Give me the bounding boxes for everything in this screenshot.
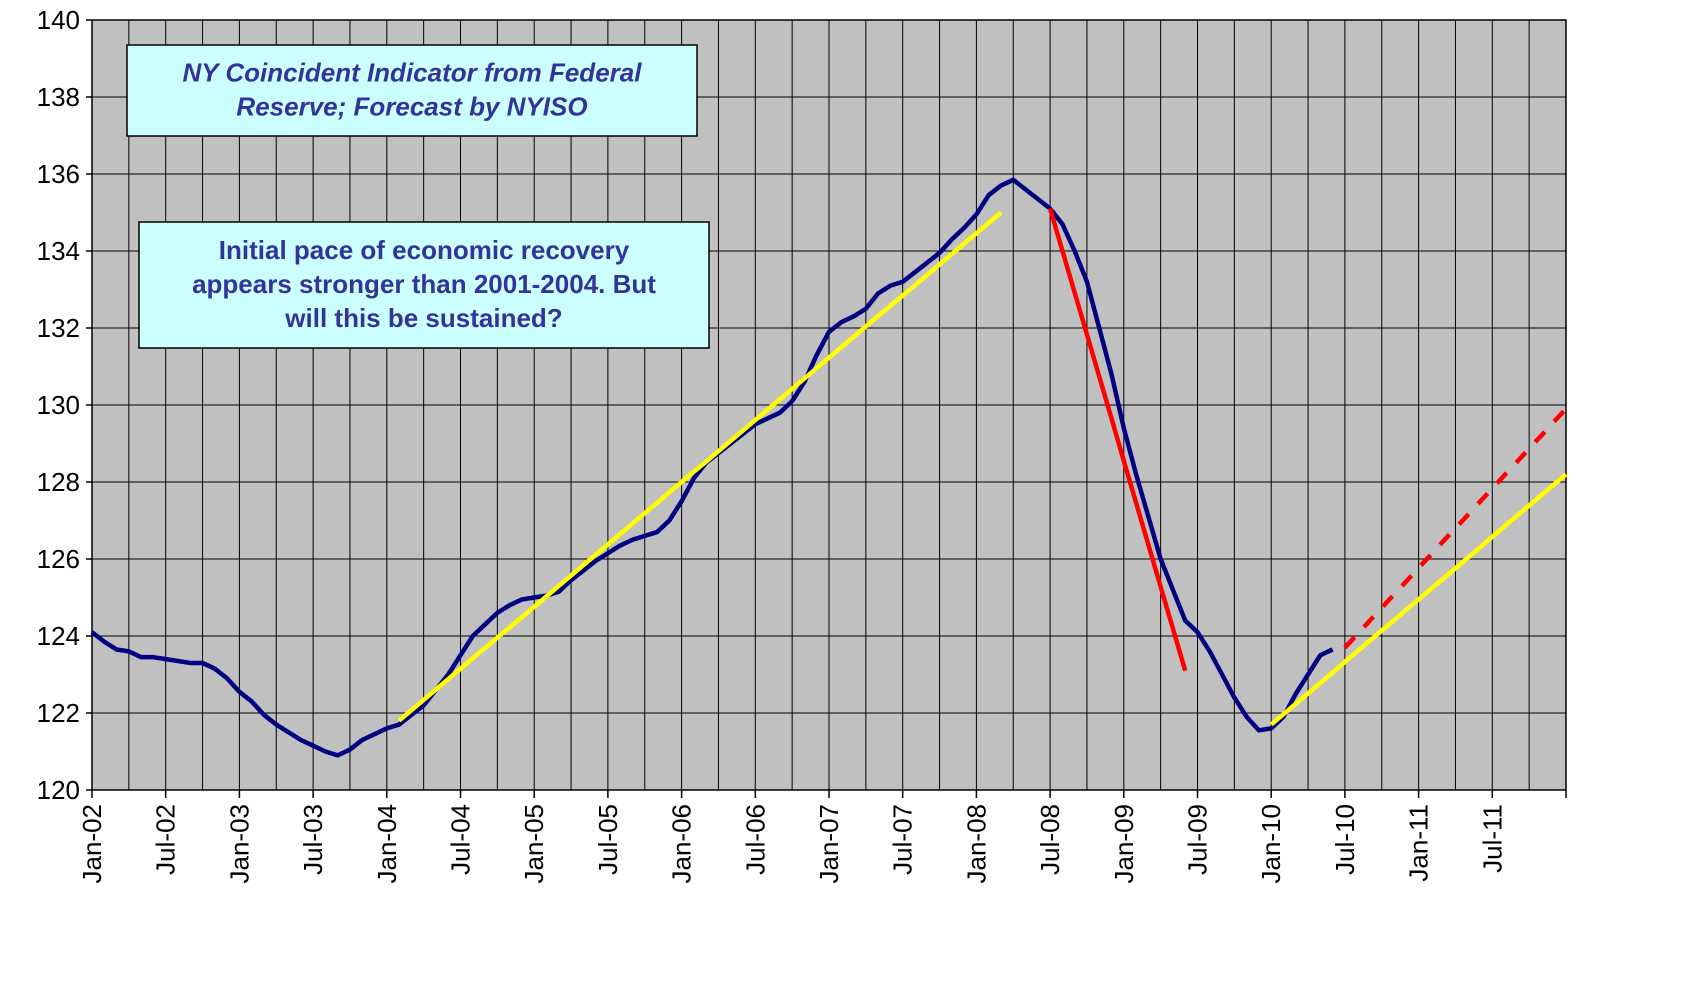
x-tick-label: Jan-06 — [667, 804, 697, 884]
x-tick-label: Jan-03 — [224, 804, 254, 884]
x-tick-label: Jul-11 — [1477, 804, 1507, 873]
annotation-text: will this be sustained? — [284, 303, 562, 333]
x-tick-label: Jan-04 — [372, 804, 402, 884]
y-tick-label: 134 — [37, 236, 80, 266]
annotation-text: NY Coincident Indicator from Federal — [183, 58, 643, 88]
y-tick-label: 130 — [37, 390, 80, 420]
y-tick-label: 124 — [37, 621, 80, 651]
y-tick-label: 122 — [37, 698, 80, 728]
x-tick-label: Jan-05 — [519, 804, 549, 884]
x-tick-label: Jan-07 — [814, 804, 844, 884]
annotation-text: Initial pace of economic recovery — [219, 235, 630, 265]
series-line — [1047, 208, 1188, 672]
y-tick-label: 132 — [37, 313, 80, 343]
plot-border — [91, 19, 1567, 791]
annotation-box — [138, 221, 710, 349]
x-tick-label: Jan-10 — [1256, 804, 1286, 884]
series-line — [397, 210, 1003, 723]
x-tick-label: Jul-02 — [151, 804, 181, 875]
y-tick-label: 140 — [37, 5, 80, 35]
series-line — [1269, 472, 1568, 727]
x-tick-label: Jul-03 — [298, 804, 328, 875]
y-tick-label: 136 — [37, 159, 80, 189]
x-tick-label: Jan-08 — [961, 804, 991, 884]
x-tick-label: Jul-08 — [1035, 804, 1065, 875]
x-tick-label: Jul-09 — [1183, 804, 1213, 875]
x-tick-label: Jul-04 — [446, 804, 476, 875]
y-tick-label: 128 — [37, 467, 80, 497]
y-tick-label: 120 — [37, 775, 80, 805]
x-tick-label: Jul-06 — [740, 804, 770, 875]
x-tick-label: Jul-05 — [593, 804, 623, 875]
x-tick-label: Jan-11 — [1404, 804, 1434, 882]
y-tick-label: 126 — [37, 544, 80, 574]
x-tick-label: Jan-09 — [1109, 804, 1139, 884]
x-tick-label: Jan-02 — [77, 804, 107, 884]
y-tick-label: 138 — [37, 82, 80, 112]
x-tick-label: Jul-07 — [888, 804, 918, 875]
x-tick-label: Jul-10 — [1330, 804, 1360, 875]
annotation-box — [126, 44, 698, 137]
annotation-text: Reserve; Forecast by NYISO — [236, 92, 587, 122]
annotation-text: appears stronger than 2001-2004. But — [192, 269, 656, 299]
